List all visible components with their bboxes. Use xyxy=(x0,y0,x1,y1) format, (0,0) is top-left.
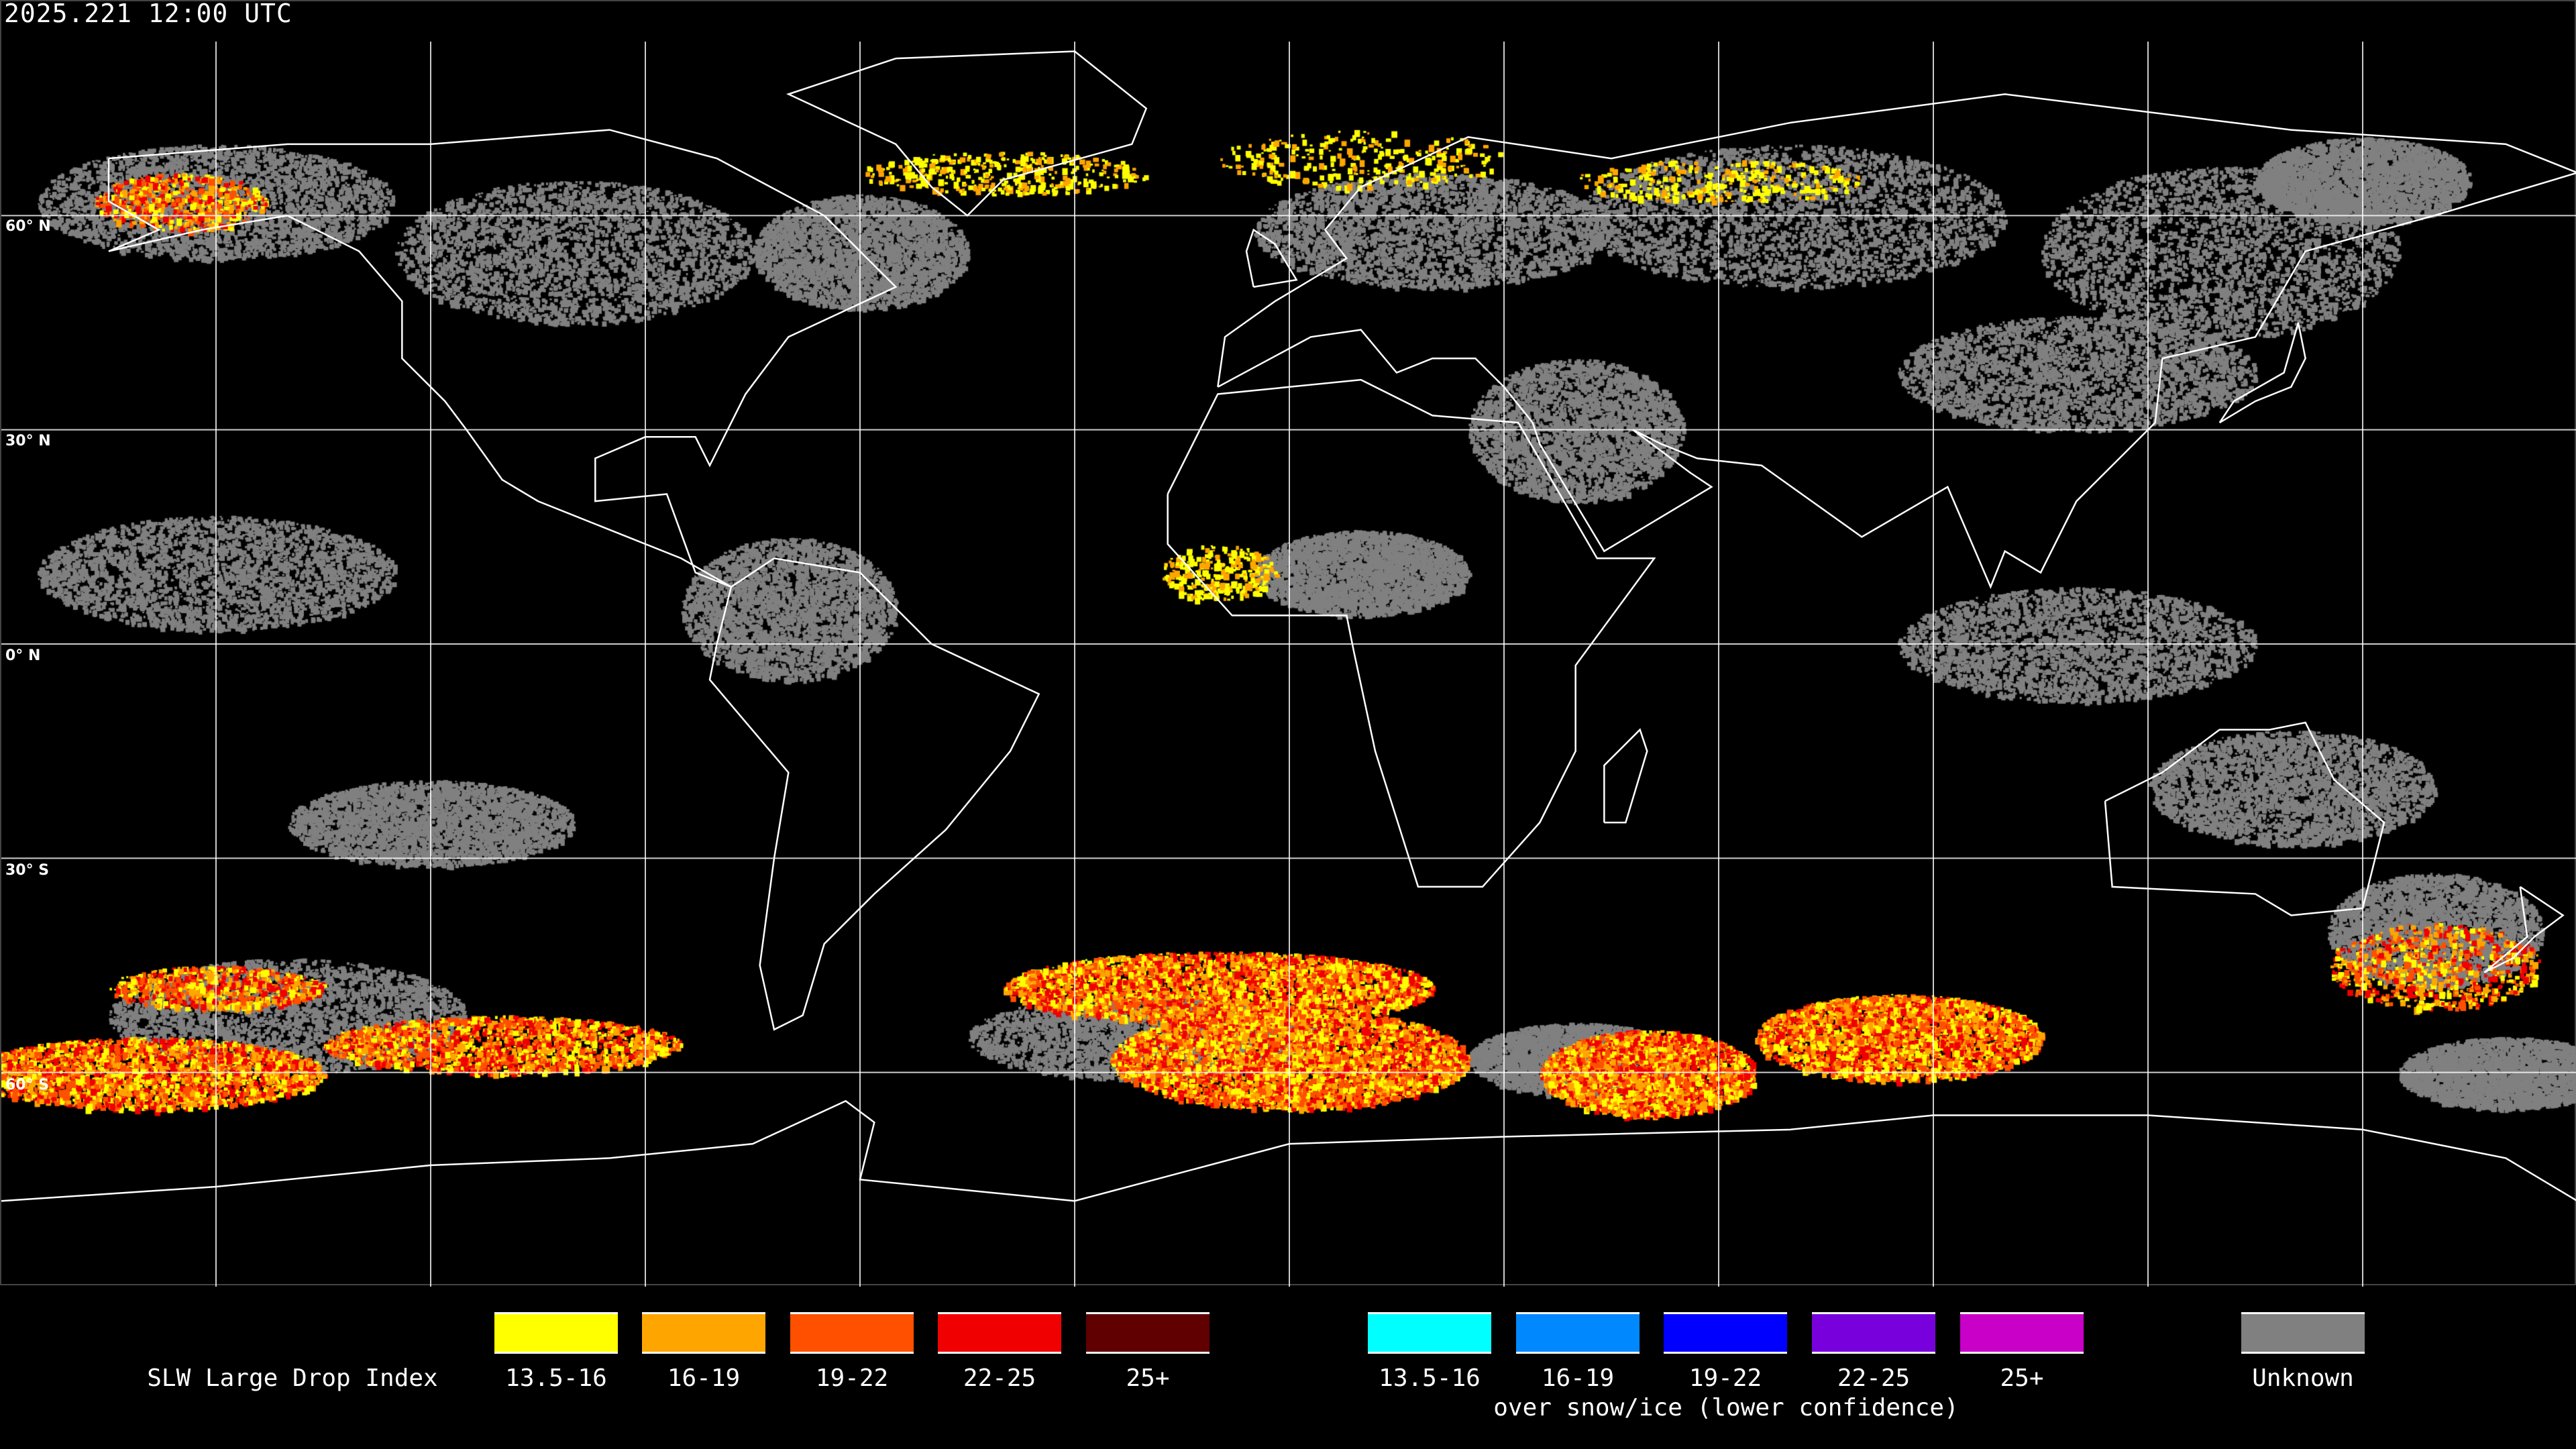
lat-label-0n: 0° N xyxy=(5,647,41,664)
legend-label-liquid-2: 16-19 xyxy=(667,1364,741,1392)
legend-label-liquid-4: 22-25 xyxy=(963,1364,1036,1392)
coastline-greenland xyxy=(786,50,1148,217)
coastline-madagascar xyxy=(1603,728,1648,824)
lat-label-60n: 60° N xyxy=(5,218,51,235)
legend-label-liquid-5: 25+ xyxy=(1126,1364,1170,1392)
slw-map: 2025.221 12:00 UTC 60° N 30° N 0° N 30° … xyxy=(0,0,2576,1287)
legend-title: SLW Large Drop Index xyxy=(147,1364,438,1392)
coastline-british-isles xyxy=(1245,228,1298,288)
legend-label-snow-4: 22-25 xyxy=(1837,1364,1911,1392)
legend-swatch-liquid-3 xyxy=(790,1312,914,1354)
coastline-japan xyxy=(2218,322,2306,424)
coastline-australia xyxy=(2104,721,2385,916)
legend-swatch-snow-2 xyxy=(1516,1312,1640,1354)
legend-swatch-liquid-5 xyxy=(1086,1312,1210,1354)
legend-swatch-snow-3 xyxy=(1664,1312,1787,1354)
legend-label-snow-1: 13.5-16 xyxy=(1379,1364,1481,1392)
legend-label-snow-2: 16-19 xyxy=(1541,1364,1615,1392)
legend-swatch-liquid-2 xyxy=(642,1312,765,1354)
coastline-new-zealand xyxy=(2483,885,2565,973)
coastline-eurasia xyxy=(1217,93,2576,590)
coastline-graticule-layer xyxy=(1,42,2576,1287)
legend-swatch-liquid-1 xyxy=(494,1312,618,1354)
legend-label-liquid-1: 13.5-16 xyxy=(505,1364,607,1392)
lat-label-60s: 60° S xyxy=(5,1077,50,1093)
coastline-africa xyxy=(1167,378,1656,888)
coastline-south-america xyxy=(708,557,1040,1031)
legend-snow-ice-caption: over snow/ice (lower confidence) xyxy=(1493,1394,1959,1421)
legend-swatch-snow-4 xyxy=(1812,1312,1935,1354)
lat-label-30s: 30° S xyxy=(5,862,50,879)
legend-label-liquid-3: 19-22 xyxy=(815,1364,889,1392)
lat-label-30n: 30° N xyxy=(5,433,51,449)
legend-swatch-liquid-4 xyxy=(938,1312,1061,1354)
legend-label-snow-3: 19-22 xyxy=(1688,1364,1762,1392)
coastline-antarctica xyxy=(1,1099,2576,1202)
legend-swatch-unknown xyxy=(2241,1312,2365,1354)
legend-swatch-snow-5 xyxy=(1960,1312,2084,1354)
coastline-north-america xyxy=(107,129,898,588)
legend-label-snow-5: 25+ xyxy=(2000,1364,2044,1392)
legend-label-unknown: Unknown xyxy=(2252,1364,2354,1392)
timestamp: 2025.221 12:00 UTC xyxy=(4,0,292,28)
legend-swatch-snow-1 xyxy=(1368,1312,1491,1354)
